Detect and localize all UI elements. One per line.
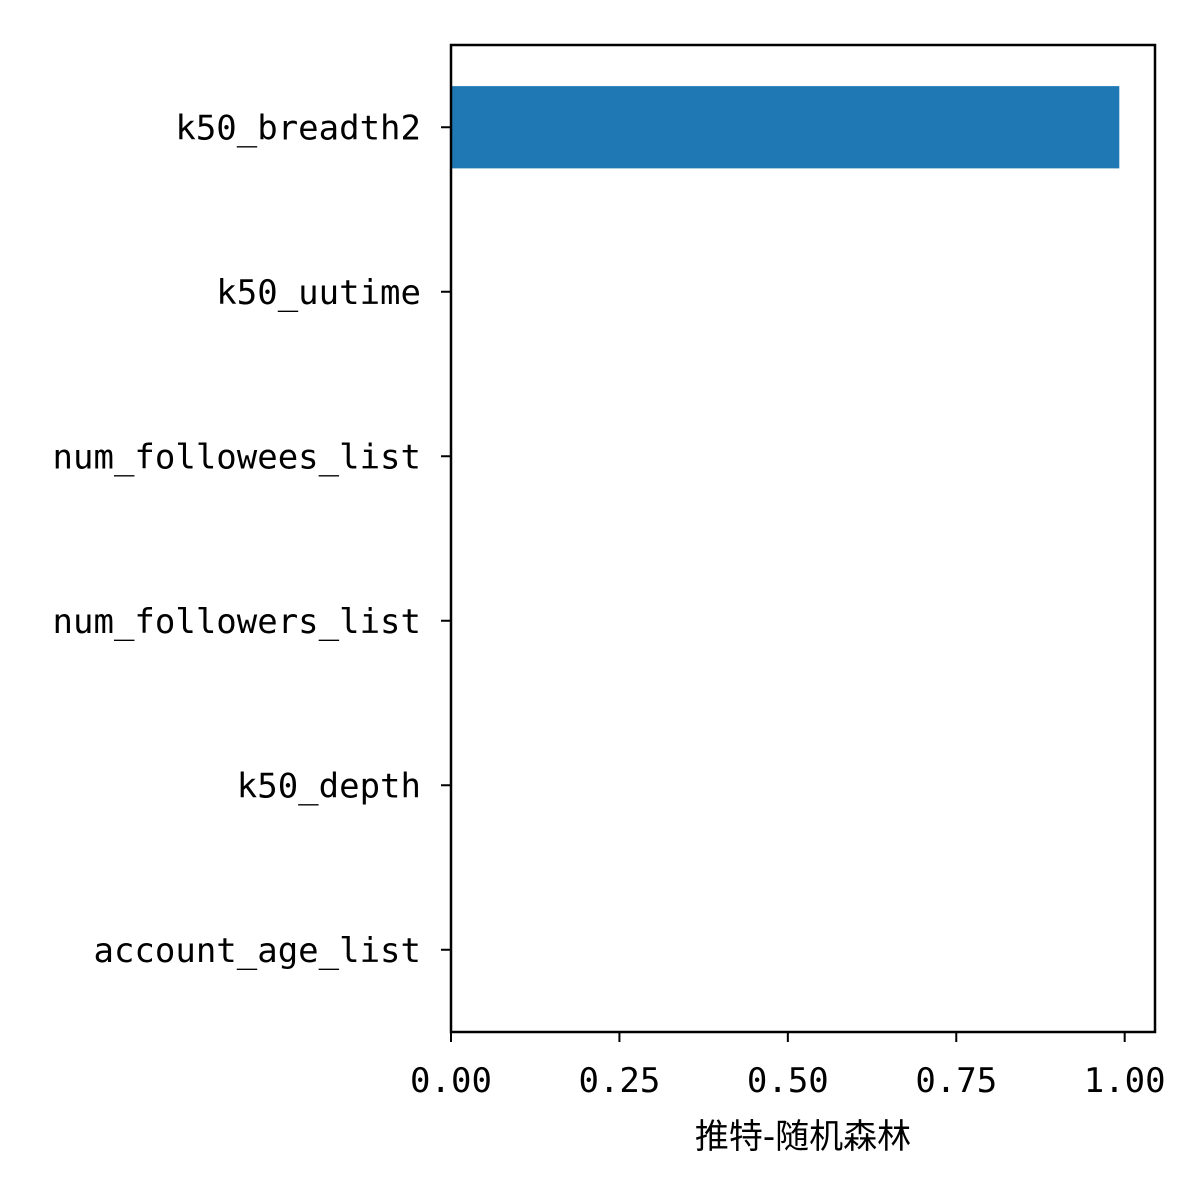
y-tick-label: num_followers_list: [53, 602, 421, 642]
y-tick-label: k50_depth: [237, 766, 421, 806]
x-tick-label: 0.00: [410, 1061, 492, 1101]
bars-group: [451, 86, 1120, 169]
y-tick-label: account_age_list: [93, 931, 421, 971]
x-axis: 0.00 0.25 0.50 0.75 1.00: [410, 1032, 1166, 1101]
y-tick-label: num_followees_list: [53, 437, 421, 477]
y-axis: k50_breadth2 k50_uutime num_followees_list…: [53, 108, 451, 971]
x-tick-label: 0.50: [747, 1061, 829, 1101]
plot-frame: [449, 43, 1157, 1034]
x-tick-label: 1.00: [1084, 1061, 1166, 1101]
x-tick-label: 0.75: [915, 1061, 997, 1101]
x-tick-label: 0.25: [578, 1061, 660, 1101]
x-axis-label: 推特-随机森林: [695, 1117, 911, 1157]
y-tick-label: k50_breadth2: [175, 108, 421, 148]
y-tick-label: k50_uutime: [216, 273, 421, 313]
bar-k50_breadth2: [451, 86, 1120, 169]
